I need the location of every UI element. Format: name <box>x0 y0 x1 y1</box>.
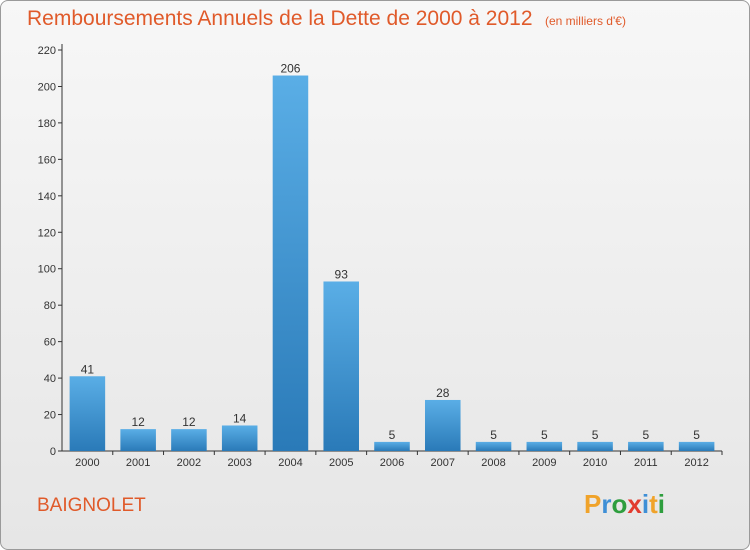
bar-value-label: 5 <box>592 428 599 442</box>
chart-labels: 0 20 40 60 80 100 120 140 160 180 200 220 2000 41 2001… <box>38 45 709 469</box>
bar-value-label: 206 <box>280 62 300 76</box>
logo-letter: P <box>584 489 602 519</box>
y-tick-label: 120 <box>38 227 56 239</box>
y-tick-label: 20 <box>44 410 56 422</box>
x-tick-label: 2001 <box>126 457 150 469</box>
bar <box>526 441 563 451</box>
bar <box>678 441 715 451</box>
y-tick-label: 140 <box>38 191 56 203</box>
y-tick-label: 40 <box>44 373 56 385</box>
x-tick-label: 2012 <box>684 457 708 469</box>
commune-name: BAIGNOLET <box>37 495 146 516</box>
bar-value-label: 5 <box>643 428 650 442</box>
bar-value-label: 41 <box>81 362 95 376</box>
logo-letter: x <box>627 489 642 519</box>
chart-subtitle: (en milliers d'€) <box>544 14 626 28</box>
y-tick-label: 160 <box>38 154 56 166</box>
x-tick-label: 2000 <box>75 457 99 469</box>
bar-value-label: 12 <box>182 415 196 429</box>
bar <box>120 429 156 451</box>
y-tick-label: 80 <box>44 300 56 312</box>
x-tick-label: 2009 <box>532 457 556 469</box>
y-tick-label: 180 <box>38 118 56 130</box>
chart-axes <box>58 44 723 455</box>
x-tick-label: 2008 <box>481 457 505 469</box>
bar <box>577 441 613 451</box>
chart-title: Remboursements Annuels de la Dette de 20… <box>27 7 533 30</box>
bar <box>425 399 461 451</box>
logo-letter: t <box>649 489 658 519</box>
x-tick-label: 2004 <box>278 457 302 469</box>
bar <box>69 376 106 451</box>
x-tick-label: 2003 <box>227 457 251 469</box>
x-tick-label: 2002 <box>177 457 201 469</box>
x-tick-label: 2005 <box>329 457 353 469</box>
bar <box>374 441 410 451</box>
bar <box>323 281 359 451</box>
y-tick-label: 200 <box>38 81 56 93</box>
y-tick-label: 100 <box>38 264 56 276</box>
logo-letter: r <box>601 489 612 519</box>
bar-value-label: 93 <box>335 267 349 281</box>
x-tick-label: 2010 <box>583 457 607 469</box>
bar-value-label: 5 <box>541 428 548 442</box>
proxiti-logo[interactable]: Proxiti <box>584 489 665 520</box>
x-tick-label: 2011 <box>634 457 658 469</box>
y-tick-label: 220 <box>38 45 56 57</box>
bar <box>272 75 309 451</box>
bar <box>171 429 207 451</box>
bar <box>221 425 258 451</box>
logo-letter: i <box>641 489 650 519</box>
bar-value-label: 28 <box>436 386 450 400</box>
bar <box>628 441 664 451</box>
bar-value-label: 5 <box>490 428 497 442</box>
bar-value-label: 5 <box>693 428 700 442</box>
x-tick-label: 2006 <box>380 457 404 469</box>
logo-letter: i <box>657 489 665 519</box>
chart-title-row: Remboursements Annuels de la Dette de 20… <box>27 7 626 31</box>
bar-value-label: 12 <box>131 415 145 429</box>
bar-value-label: 5 <box>389 428 396 442</box>
chart-bars <box>69 75 715 451</box>
bar-value-label: 14 <box>233 411 247 425</box>
bar <box>475 441 512 451</box>
y-tick-label: 60 <box>44 337 56 349</box>
y-tick-label: 0 <box>50 446 56 458</box>
logo-letter: o <box>611 489 628 519</box>
x-tick-label: 2007 <box>431 457 455 469</box>
